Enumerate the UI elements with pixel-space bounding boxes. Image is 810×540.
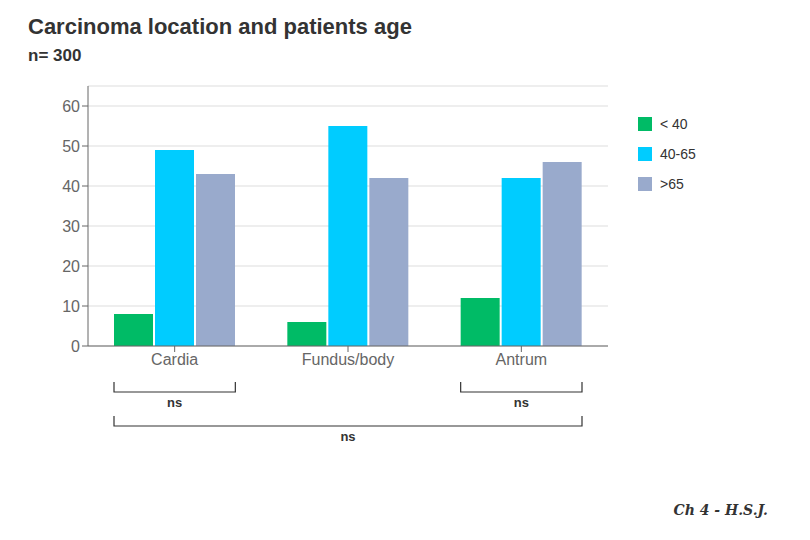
svg-text:Antrum: Antrum [496,351,548,368]
svg-text:Cardia: Cardia [151,351,198,368]
svg-text:Fundus/body: Fundus/body [302,351,395,368]
svg-text:ns: ns [340,429,355,444]
svg-text:0: 0 [71,338,80,355]
html-text:n= 300: n= 300 [28,46,82,65]
html-text:Ch 4 - H.S.J.: Ch 4 - H.S.J. [673,502,768,518]
html-text:>65: >65 [660,176,684,192]
html-text:Carcinoma location and patient: Carcinoma location and patients age [28,14,412,39]
svg-text:ns: ns [514,395,529,410]
html-text:< 40: < 40 [660,116,688,132]
svg-text:20: 20 [62,258,80,275]
svg-text:30: 30 [62,218,80,235]
svg-text:10: 10 [62,298,80,315]
svg-text:40: 40 [62,178,80,195]
svg-text:60: 60 [62,98,80,115]
svg-text:ns: ns [167,395,182,410]
html-text:40-65: 40-65 [660,146,696,162]
svg-text:50: 50 [62,138,80,155]
